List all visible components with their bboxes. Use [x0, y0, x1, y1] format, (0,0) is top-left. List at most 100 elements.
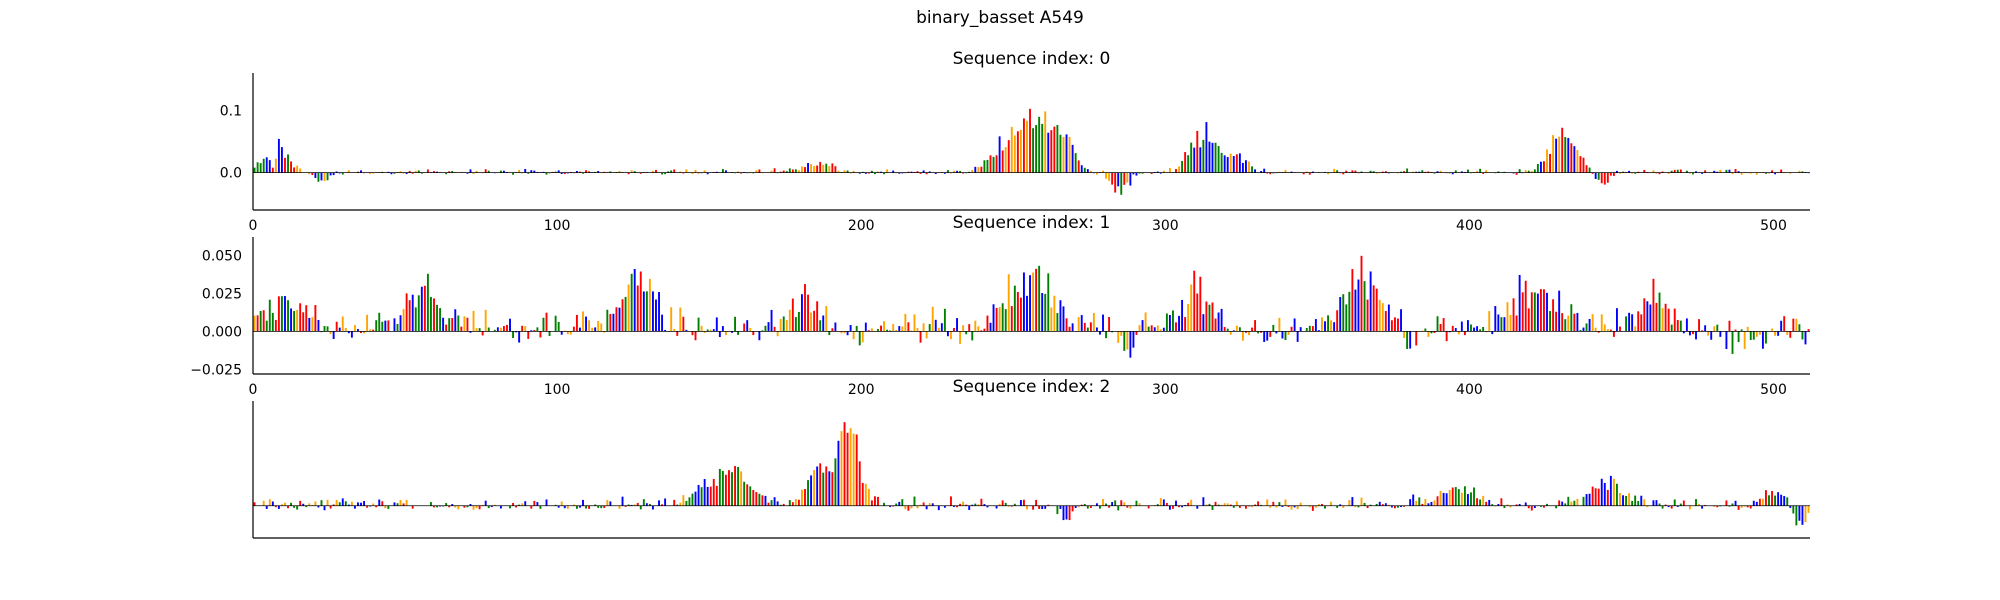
- logo-column: [791, 502, 794, 506]
- logo-column: [959, 503, 962, 506]
- logo-column: [1394, 505, 1396, 509]
- logo-column: [466, 505, 469, 508]
- logo-column: [433, 171, 435, 173]
- logo-column: [1731, 503, 1734, 506]
- logo-column: [1056, 125, 1059, 173]
- logo-column: [1232, 330, 1235, 332]
- logo-column: [1059, 134, 1062, 173]
- logo-column: [1670, 170, 1673, 173]
- logo-column: [563, 505, 566, 509]
- logo-column: [582, 499, 584, 506]
- logo-column: [855, 434, 858, 506]
- logo-column: [1539, 289, 1542, 332]
- logo-column: [381, 501, 384, 506]
- logo-column: [1673, 499, 1676, 506]
- logo-column: [1801, 505, 1804, 525]
- logo-column: [1278, 171, 1281, 173]
- logo-column: [284, 157, 286, 173]
- logo-column: [1287, 331, 1290, 336]
- logo-column: [1290, 505, 1293, 510]
- logo-column: [305, 505, 308, 508]
- logo-column: [1311, 505, 1314, 511]
- logo-column: [512, 331, 515, 338]
- logo-column: [910, 171, 913, 173]
- logo-column: [396, 503, 399, 506]
- logo-column: [1795, 505, 1798, 526]
- logo-column: [1369, 170, 1372, 173]
- logo-column: [797, 311, 800, 332]
- logo-column: [420, 286, 423, 332]
- logo-column: [1637, 500, 1640, 506]
- logo-column: [1640, 495, 1643, 506]
- logo-column: [655, 299, 657, 332]
- logo-column: [901, 172, 904, 174]
- logo-column: [1740, 172, 1743, 175]
- logo-column: [1448, 489, 1451, 506]
- logo-column: [1518, 169, 1521, 173]
- logo-column: [1010, 306, 1013, 332]
- logo-column: [1488, 499, 1491, 506]
- logo-column: [262, 310, 265, 332]
- logo-column: [1457, 489, 1460, 506]
- logo-column: [858, 331, 861, 346]
- logo-column: [1701, 505, 1704, 509]
- logo-column: [384, 505, 387, 509]
- logo-column: [1637, 171, 1640, 173]
- logo-column: [369, 329, 372, 332]
- logo-column: [664, 329, 667, 332]
- logo-column: [962, 172, 965, 174]
- logo-column: [943, 505, 946, 508]
- logo-column: [1628, 170, 1631, 173]
- logo-column: [1199, 147, 1202, 173]
- logo-column: [864, 483, 867, 506]
- logo-column: [870, 500, 873, 506]
- logo-column: [1099, 505, 1101, 509]
- logo-column: [962, 501, 965, 506]
- logo-column: [1552, 135, 1555, 173]
- logo-column: [1372, 285, 1375, 332]
- logo-column: [557, 321, 560, 332]
- logo-column: [1123, 172, 1126, 185]
- logo-column: [974, 320, 977, 332]
- logo-column: [956, 505, 958, 508]
- logo-column: [1272, 501, 1275, 506]
- logo-column: [1260, 504, 1263, 506]
- logo-column: [1591, 172, 1594, 174]
- logo-column: [1089, 322, 1092, 332]
- logo-column: [1454, 487, 1457, 506]
- logo-column: [962, 325, 965, 332]
- logo-column: [1095, 172, 1098, 175]
- logo-column: [277, 505, 280, 509]
- logo-column: [411, 505, 414, 509]
- logo-column: [1597, 488, 1600, 506]
- logo-column: [1734, 329, 1737, 332]
- logo-column: [1625, 316, 1628, 332]
- logo-column: [992, 156, 995, 173]
- logo-column: [1424, 499, 1427, 506]
- logo-column: [810, 164, 813, 173]
- logo-column: [676, 504, 679, 506]
- logo-column: [661, 314, 664, 332]
- logo-column: [1168, 167, 1171, 173]
- logo-column: [518, 504, 521, 506]
- logo-column: [1460, 171, 1463, 173]
- logo-column: [943, 308, 946, 332]
- logo-column: [734, 466, 737, 506]
- logo-column: [630, 273, 633, 332]
- logo-column: [910, 330, 913, 332]
- logo-column: [715, 171, 718, 173]
- logo-column: [1126, 172, 1129, 183]
- logo-column: [1068, 136, 1071, 173]
- logo-column: [1241, 162, 1244, 173]
- logo-column: [1530, 171, 1533, 173]
- logo-column: [1719, 331, 1722, 337]
- logo-column: [1165, 313, 1168, 332]
- logo-column: [1007, 274, 1010, 332]
- logo-column: [858, 461, 861, 506]
- logo-column: [706, 486, 709, 506]
- logo-column: [1381, 303, 1384, 332]
- logo-column: [788, 500, 791, 506]
- logo-column: [1786, 331, 1789, 335]
- logo-column: [1001, 150, 1004, 173]
- logo-column: [1290, 326, 1293, 332]
